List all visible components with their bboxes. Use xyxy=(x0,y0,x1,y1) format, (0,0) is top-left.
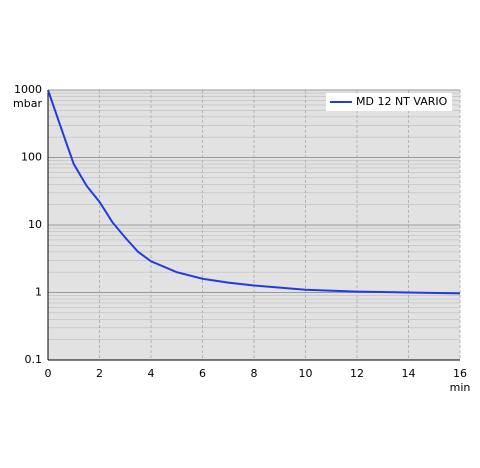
x-tick-label: 8 xyxy=(251,367,258,380)
y-tick-label: 10 xyxy=(28,218,42,231)
x-tick-label: 0 xyxy=(45,367,52,380)
legend-box xyxy=(326,93,452,111)
x-tick-label: 14 xyxy=(402,367,416,380)
x-tick-label: 12 xyxy=(350,367,364,380)
legend-label: MD 12 NT VARIO xyxy=(356,95,448,108)
x-tick-label: 2 xyxy=(96,367,103,380)
y-axis-label: mbar xyxy=(13,97,42,110)
y-tick-label: 1000 xyxy=(14,83,42,96)
x-tick-label: 6 xyxy=(199,367,206,380)
y-tick-label: 1 xyxy=(35,286,42,299)
data-line xyxy=(47,89,461,295)
y-tick-label: 100 xyxy=(21,151,42,164)
x-tick-label: 10 xyxy=(299,367,313,380)
x-tick-label: 16 xyxy=(453,367,467,380)
x-axis-label: min xyxy=(450,381,471,394)
x-tick-label: 4 xyxy=(148,367,155,380)
y-tick-label: 0.1 xyxy=(25,353,43,366)
